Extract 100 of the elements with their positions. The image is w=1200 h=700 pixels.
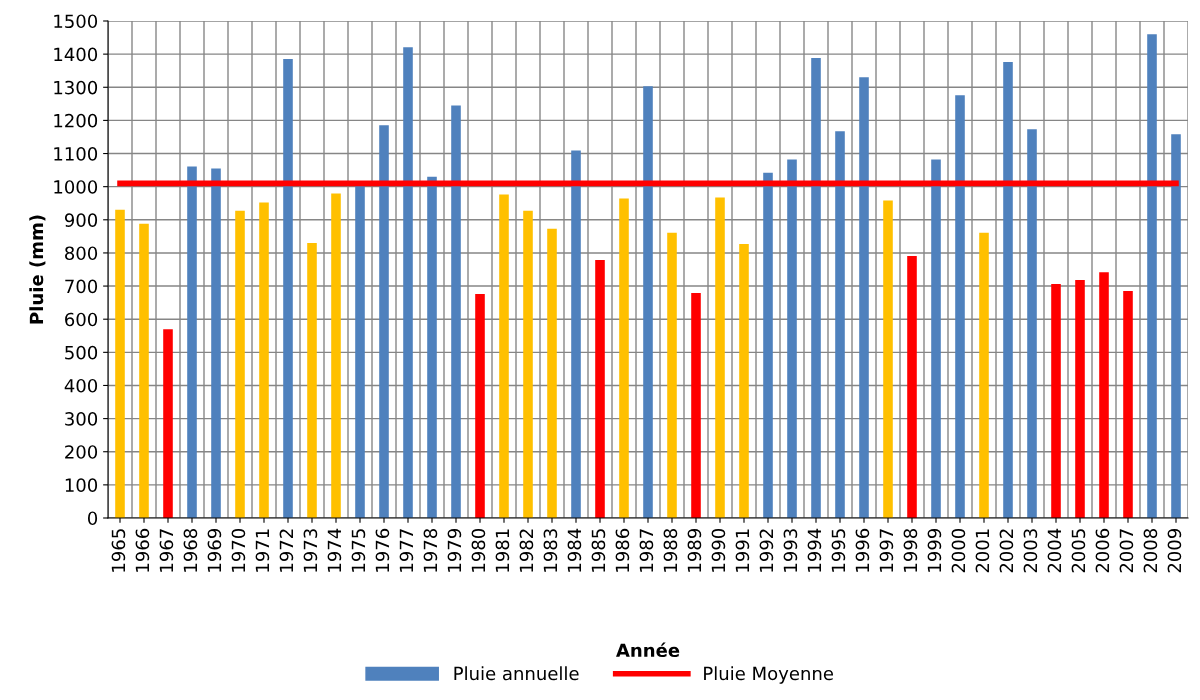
x-tick-label: 1968 <box>183 528 198 572</box>
x-tick-label: 1980 <box>471 528 486 572</box>
bar <box>811 58 821 518</box>
x-tick-label: 1984 <box>567 528 582 572</box>
x-tick-label: 1974 <box>327 528 342 572</box>
y-tick-label: 100 <box>65 478 98 492</box>
x-tick-label: 1988 <box>663 528 678 572</box>
x-tick-label: 1982 <box>519 529 534 572</box>
y-tick-label: 0 <box>87 511 98 526</box>
bar <box>1027 129 1037 518</box>
bar <box>619 198 629 518</box>
bar <box>571 150 581 518</box>
x-tick-label: 2005 <box>1071 529 1086 573</box>
bar <box>643 86 653 518</box>
bar <box>1171 134 1181 518</box>
y-tick-label: 1500 <box>54 14 98 29</box>
y-tick-label: 300 <box>65 412 98 426</box>
x-tick-label: 2009 <box>1167 528 1182 573</box>
bar <box>139 223 149 518</box>
x-tick-label: 1999 <box>927 528 942 572</box>
x-tick-label: 2002 <box>999 529 1014 573</box>
bar <box>1147 34 1157 518</box>
x-tick-label: 1995 <box>831 529 846 572</box>
bar <box>1099 272 1109 518</box>
bar <box>691 293 701 518</box>
x-tick-label: 1983 <box>543 529 558 572</box>
x-tick-label: 1971 <box>255 529 270 572</box>
x-tick-label: 1975 <box>351 529 366 572</box>
bar <box>475 294 485 518</box>
bar <box>715 197 725 518</box>
bar <box>307 242 317 518</box>
bar <box>523 210 533 518</box>
bar <box>451 105 461 518</box>
x-tick-label: 1987 <box>639 529 654 572</box>
x-tick-label: 2003 <box>1023 529 1038 573</box>
x-tick-label: 1979 <box>447 528 462 572</box>
x-tick-label: 1991 <box>735 529 750 572</box>
x-tick-label: 1973 <box>303 529 318 572</box>
legend-label: Pluie Moyenne <box>704 666 833 684</box>
bar <box>331 193 341 518</box>
bar <box>979 232 989 518</box>
y-tick-label: 1400 <box>54 47 98 62</box>
y-tick-label: 1000 <box>54 180 98 194</box>
x-tick-label: 1969 <box>207 528 222 572</box>
bar <box>499 194 509 518</box>
x-tick-label: 2001 <box>975 529 990 573</box>
x-tick-label: 1981 <box>495 529 510 572</box>
y-tick-label: 1300 <box>54 80 98 95</box>
y-tick-label: 1100 <box>54 146 98 161</box>
x-tick-label: 1992 <box>759 529 774 572</box>
y-axis-title: Pluie (mm) <box>29 215 46 324</box>
bar <box>427 176 437 518</box>
bar <box>595 259 605 518</box>
x-tick-label: 1967 <box>159 529 174 572</box>
bar <box>547 228 557 518</box>
bar <box>931 159 941 518</box>
x-tick-label: 2004 <box>1047 528 1062 573</box>
bar <box>1123 291 1133 518</box>
bar <box>163 329 173 518</box>
x-tick-label: 1965 <box>111 529 126 572</box>
x-tick-label: 1998 <box>903 528 918 572</box>
bar <box>211 168 221 518</box>
x-tick-label: 1976 <box>375 528 390 572</box>
x-tick-label: 1997 <box>879 529 894 572</box>
bar <box>955 95 965 518</box>
x-tick-label: 2006 <box>1095 528 1110 573</box>
bar <box>259 202 269 518</box>
bar <box>403 47 413 518</box>
bar <box>763 172 773 518</box>
bar <box>787 159 797 518</box>
bar <box>739 243 749 518</box>
bar <box>907 255 917 518</box>
x-axis-title: Année <box>616 642 680 658</box>
x-tick-label: 2000 <box>951 528 966 573</box>
x-tick-label: 1985 <box>591 529 606 572</box>
x-tick-label: 1966 <box>135 528 150 572</box>
x-tick-label: 2008 <box>1143 528 1158 573</box>
bar <box>1003 62 1013 518</box>
x-tick-label: 1996 <box>855 528 870 572</box>
bar <box>187 166 197 518</box>
y-tick-label: 900 <box>64 213 98 227</box>
x-tick-label: 1993 <box>783 529 798 572</box>
y-tick-label: 1200 <box>54 113 98 128</box>
y-tick-label: 700 <box>65 279 98 294</box>
legend-label: Pluie annuelle <box>454 666 579 681</box>
x-tick-label: 1977 <box>399 529 414 572</box>
bar <box>859 77 869 518</box>
y-tick-label: 500 <box>65 345 98 360</box>
bar <box>1051 284 1061 518</box>
y-tick-label: 200 <box>65 445 98 459</box>
bar <box>667 232 677 518</box>
x-tick-label: 1990 <box>711 528 726 572</box>
x-tick-label: 1986 <box>615 528 630 572</box>
bar <box>883 200 893 518</box>
x-tick-label: 1994 <box>807 528 822 572</box>
x-tick-label: 2007 <box>1119 529 1134 573</box>
y-tick-label: 600 <box>65 312 98 327</box>
x-tick-label: 1978 <box>423 528 438 572</box>
y-tick-label: 400 <box>64 378 98 393</box>
bar <box>235 210 245 518</box>
